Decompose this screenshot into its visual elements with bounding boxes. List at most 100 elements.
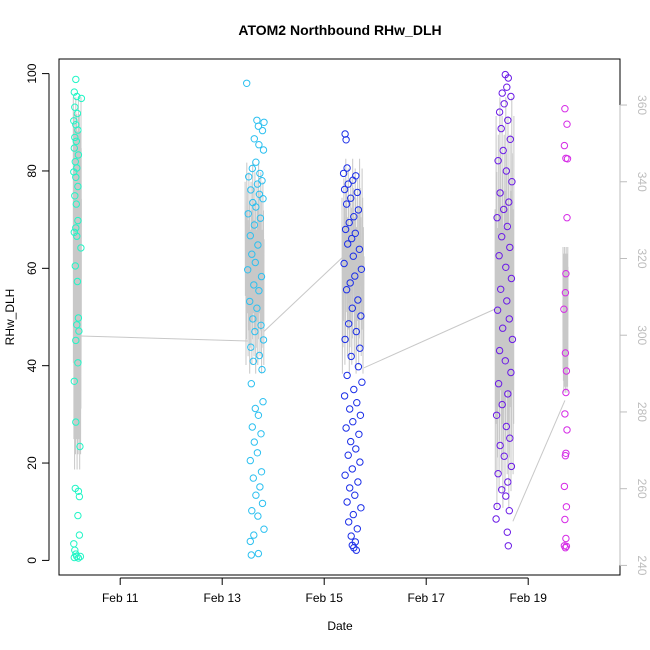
data-point xyxy=(343,498,351,506)
data-point xyxy=(561,289,570,297)
data-point xyxy=(252,158,260,166)
data-point xyxy=(342,424,350,432)
data-point xyxy=(257,468,266,476)
data-point xyxy=(358,378,366,386)
data-point xyxy=(72,173,80,182)
data-point xyxy=(259,336,268,344)
data-point xyxy=(507,274,516,283)
data-point xyxy=(257,272,266,281)
data-point xyxy=(562,367,571,375)
data-point xyxy=(493,306,502,314)
data-point xyxy=(560,305,568,313)
data-point xyxy=(356,411,365,419)
data-point xyxy=(251,327,259,336)
data-point xyxy=(257,430,265,438)
data-point xyxy=(347,437,355,446)
y-tick-label: 100 xyxy=(25,63,39,83)
data-point xyxy=(507,462,516,471)
data-point xyxy=(341,225,350,234)
data-point xyxy=(349,418,357,426)
data-point xyxy=(349,252,357,260)
data-point xyxy=(256,483,264,491)
data-point xyxy=(506,135,514,144)
trace-segment xyxy=(244,162,265,374)
data-point xyxy=(495,346,504,355)
data-point xyxy=(507,368,515,377)
data-point xyxy=(348,465,356,473)
data-point xyxy=(73,109,82,118)
data-point xyxy=(246,232,255,240)
data-point xyxy=(70,144,79,152)
data-point xyxy=(345,518,353,526)
data-point xyxy=(246,456,255,465)
data-point xyxy=(492,411,501,419)
data-point xyxy=(74,359,82,367)
data-point xyxy=(254,122,263,130)
data-point xyxy=(562,270,570,278)
data-point xyxy=(494,470,502,478)
data-point xyxy=(346,405,354,413)
trace-connector xyxy=(512,400,566,522)
x-axis-label: Date xyxy=(327,619,353,633)
data-point xyxy=(72,200,81,208)
data-point xyxy=(562,503,571,511)
data-point xyxy=(73,92,81,101)
data-point xyxy=(354,363,363,371)
data-point xyxy=(74,314,83,322)
data-point xyxy=(259,398,267,406)
data-point xyxy=(348,541,356,549)
data-point xyxy=(251,404,260,413)
data-point xyxy=(563,426,571,434)
data-point xyxy=(258,499,267,508)
data-point xyxy=(493,502,501,511)
chart-title: ATOM2 Northbound RHw_DLH xyxy=(238,22,441,38)
data-point xyxy=(250,531,258,539)
y-axis-label: RHw_DLH xyxy=(3,289,17,346)
data-point xyxy=(353,188,361,197)
data-point xyxy=(343,164,351,172)
data-point xyxy=(492,515,500,523)
trace-segment xyxy=(341,158,365,374)
data-point xyxy=(71,262,80,270)
data-point xyxy=(493,214,501,222)
data-point xyxy=(254,411,263,419)
data-point xyxy=(76,552,85,561)
data-point xyxy=(245,173,253,181)
data-point xyxy=(497,124,505,133)
data-point xyxy=(340,185,349,194)
data-point xyxy=(348,234,356,243)
data-point xyxy=(73,321,81,329)
data-point xyxy=(250,221,259,229)
data-point xyxy=(247,186,255,194)
data-point xyxy=(249,315,257,323)
trace-segment xyxy=(562,246,569,393)
data-point xyxy=(498,486,506,494)
trace-connector xyxy=(263,255,345,332)
data-point xyxy=(345,218,353,227)
trace-segment xyxy=(72,97,82,470)
x-tick-label: Feb 11 xyxy=(102,591,139,605)
data-point xyxy=(505,507,513,515)
data-point xyxy=(503,297,511,305)
data-point xyxy=(500,100,508,108)
data-point xyxy=(71,103,79,111)
data-point xyxy=(356,344,364,352)
data-point xyxy=(253,449,262,457)
data-point xyxy=(562,388,570,397)
data-point xyxy=(349,510,357,519)
data-point xyxy=(342,200,351,208)
data-point xyxy=(357,265,366,273)
data-point xyxy=(496,189,504,197)
data-point xyxy=(354,296,362,304)
data-point xyxy=(70,117,78,125)
data-point xyxy=(500,452,508,460)
data-point xyxy=(255,287,263,295)
data-point xyxy=(560,141,569,150)
data-point xyxy=(354,478,362,486)
data-point xyxy=(258,177,266,185)
data-point xyxy=(355,245,364,254)
data-point xyxy=(498,400,506,409)
data-point xyxy=(72,75,80,84)
data-point xyxy=(506,434,514,442)
data-point xyxy=(74,554,83,562)
